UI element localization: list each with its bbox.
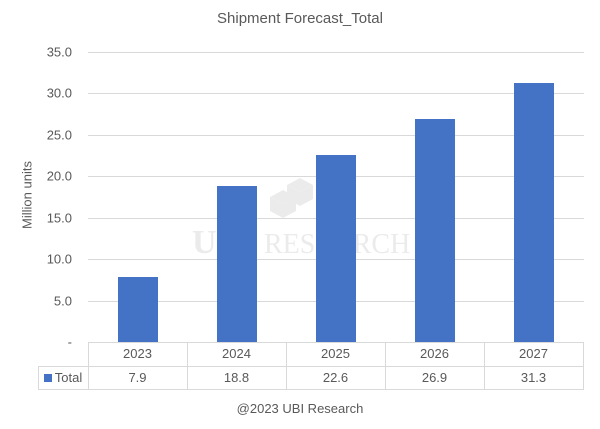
y-tick-label: - [67, 334, 72, 350]
gridline [88, 135, 584, 136]
gridline [88, 52, 584, 53]
y-tick-label: 35.0 [46, 44, 72, 60]
value-label: 18.8 [223, 370, 250, 385]
category-label: 2027 [519, 346, 548, 361]
series-row: Total 7.9 18.8 22.6 26.9 31.3 [38, 366, 584, 390]
category-label: 2026 [420, 346, 449, 361]
y-tick-label: 10.0 [46, 251, 72, 267]
category-row: 2023 2024 2025 2026 2027 [38, 342, 584, 366]
y-tick-label: 20.0 [46, 168, 72, 184]
bar-2023 [118, 277, 158, 342]
y-tick-label: 5.0 [53, 293, 72, 309]
y-tick-label: 25.0 [46, 127, 72, 143]
bar-2025 [316, 155, 356, 342]
bar-2026 [415, 119, 455, 342]
bar-2027 [514, 83, 554, 342]
legend-entry: Total [38, 366, 88, 390]
category-label: 2025 [321, 346, 350, 361]
value-label: 7.9 [128, 370, 147, 385]
category-label: 2024 [222, 346, 251, 361]
copyright-footer: @2023 UBI Research [236, 401, 364, 416]
y-axis-label: Million units [19, 161, 35, 229]
category-label: 2023 [123, 346, 152, 361]
bar-2024 [217, 186, 257, 342]
value-label: 26.9 [421, 370, 448, 385]
value-label: 22.6 [322, 370, 349, 385]
value-label: 31.3 [520, 370, 547, 385]
y-tick-label: 15.0 [46, 210, 72, 226]
data-table: 2023 2024 2025 2026 2027 Total 7.9 18.8 … [38, 342, 584, 390]
legend-label: Total [54, 370, 83, 385]
legend-swatch-icon [43, 374, 52, 382]
y-tick-label: 30.0 [46, 85, 72, 101]
chart-title: Shipment Forecast_Total [217, 10, 383, 27]
gridline [88, 93, 584, 94]
